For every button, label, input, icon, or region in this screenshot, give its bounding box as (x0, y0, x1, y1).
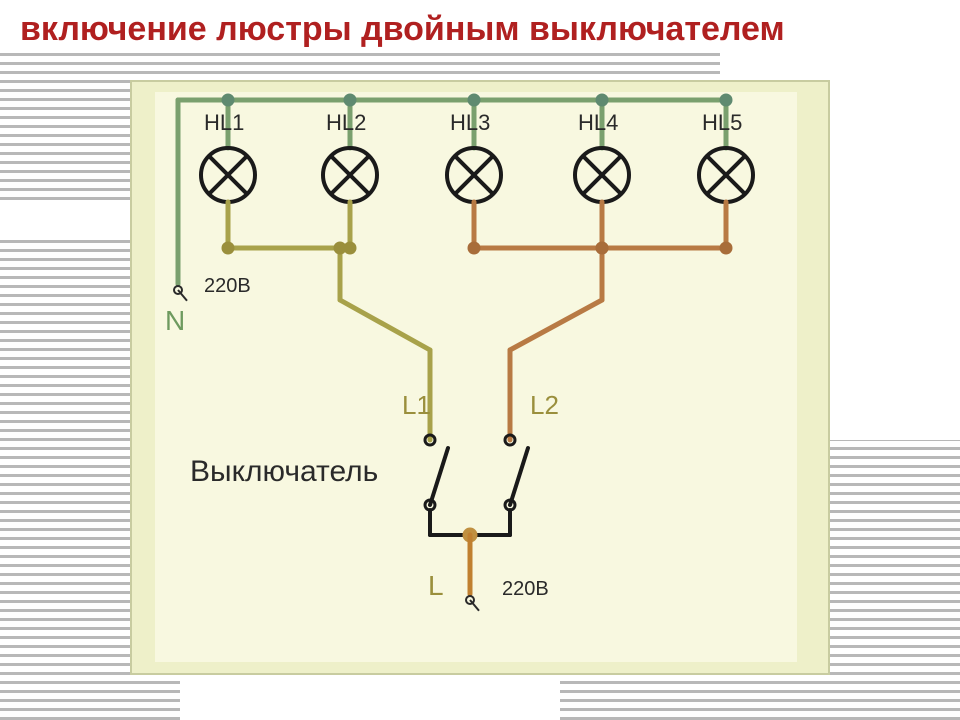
lamp-label-hl1: HL1 (204, 110, 244, 136)
lamp-label-hl5: HL5 (702, 110, 742, 136)
lamp-label-hl2: HL2 (326, 110, 366, 136)
stage: включение люстры двойным выключателем HL… (0, 0, 960, 720)
switch-label: Выключатель (190, 455, 378, 489)
neutral-label: N (165, 305, 185, 337)
lamp-label-hl4: HL4 (578, 110, 618, 136)
voltage-neutral-label: 220B (204, 275, 251, 298)
voltage-live-label: 220B (502, 578, 549, 601)
l1-label: L1 (402, 390, 431, 421)
wiring-diagram (0, 0, 960, 720)
live-label: L (428, 570, 444, 602)
l2-label: L2 (530, 390, 559, 421)
lamp-label-hl3: HL3 (450, 110, 490, 136)
